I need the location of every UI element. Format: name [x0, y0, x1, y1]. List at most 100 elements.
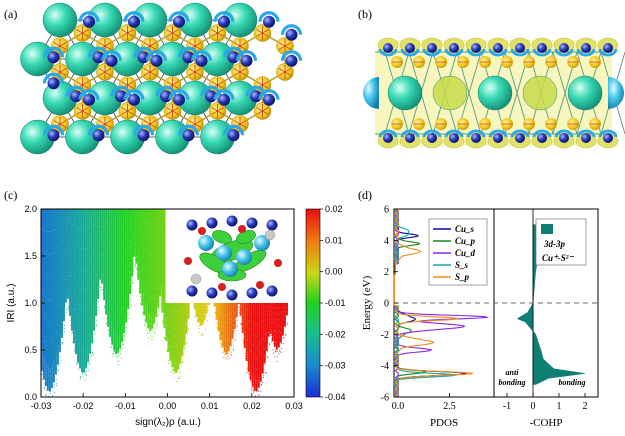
iri-point-band [46, 322, 50, 346]
iri-point-band [229, 303, 232, 309]
iri-point-band [159, 274, 162, 286]
iri-point-band [57, 286, 60, 307]
iri-point-band [103, 277, 106, 289]
iri-point-band [277, 341, 280, 348]
iri-point [174, 377, 176, 379]
iri-point-band [91, 276, 94, 294]
iri-point-band [153, 252, 156, 267]
iri-point-band [55, 291, 58, 313]
iri-point-band [223, 303, 226, 310]
iri-point [234, 340, 236, 342]
iri-point-band [159, 209, 162, 220]
iri-point-band [217, 317, 220, 321]
small-atom [405, 43, 415, 53]
iri-point-band [233, 309, 236, 313]
iri-point [64, 325, 66, 326]
iri-point-band [147, 253, 150, 269]
iri-point-band [247, 337, 250, 346]
small-atom [47, 77, 60, 90]
iri-point [224, 353, 226, 355]
iri-point-band [79, 288, 82, 309]
sulfur-mark [166, 29, 179, 37]
iri-point [285, 326, 287, 328]
iri-point-band [79, 209, 82, 229]
iri-point-band [229, 313, 232, 320]
iri-point-band [75, 299, 78, 318]
iri-point-band [83, 290, 86, 312]
iri-point-band [85, 348, 88, 369]
small-atom [581, 43, 591, 53]
iri-point-band [253, 357, 256, 369]
iri-point-band [203, 303, 206, 306]
iri-point-band [73, 259, 76, 277]
iri-point-band [263, 333, 266, 341]
iri-point-band [97, 209, 100, 221]
iri-point-band [121, 258, 124, 276]
iri-point-band [253, 313, 256, 325]
iri-point [120, 357, 122, 359]
iri-point-band [119, 313, 122, 332]
iri-point-band [151, 283, 154, 299]
iri-point-band [165, 336, 168, 342]
large-atom [522, 75, 558, 111]
iri-point [122, 343, 124, 345]
iri-point-band [125, 279, 128, 294]
iri-point [283, 337, 285, 339]
iri-point [239, 312, 240, 314]
iri-point [42, 370, 44, 372]
colorbar-tick-label: 0.01 [325, 235, 343, 245]
iri-point [173, 372, 175, 374]
small-atom [427, 133, 437, 143]
iri-point-band [227, 327, 230, 334]
iri-point-band [113, 244, 116, 263]
iri-point-band [89, 317, 92, 336]
iri-point-band [73, 326, 75, 344]
y-tick-label: 2.0 [24, 204, 37, 214]
iri-point [236, 319, 238, 321]
iri-point-band [153, 237, 156, 253]
iri-point-band [75, 317, 78, 336]
iri-point-band [93, 209, 96, 225]
iri-point-band [165, 317, 168, 323]
orbital-lobe [554, 48, 574, 57]
iri-point-band [63, 293, 66, 308]
iri-point-band [215, 305, 218, 308]
iri-point-band [283, 317, 286, 321]
iri-point-band [225, 328, 228, 336]
iri-point [178, 377, 180, 379]
cohp-tick-label: 1 [557, 401, 562, 412]
iri-point-band [143, 288, 146, 302]
iri-point-band [46, 299, 50, 323]
iri-point-band [107, 282, 110, 298]
sulfur-mark [188, 68, 202, 76]
colorbar-tick-label: -0.02 [325, 329, 346, 339]
iri-point-band [67, 287, 69, 299]
iri-point [103, 305, 105, 307]
iri-point-band [105, 222, 108, 236]
inset-red-atom [256, 281, 264, 289]
iri-point [250, 387, 252, 389]
iri-point [142, 315, 144, 317]
iri-point [285, 334, 287, 336]
iri-point [218, 337, 220, 339]
iri-point-band [113, 226, 116, 245]
iri-point [115, 356, 117, 358]
iri-point-band [91, 209, 94, 226]
iri-point-band [133, 226, 136, 233]
edge-atom-left [363, 77, 379, 109]
energy-tick-label: -6 [381, 393, 389, 404]
iri-point [202, 332, 204, 334]
iri-point-band [141, 293, 144, 306]
energy-axis-label: Energy (eV) [361, 275, 373, 330]
iri-point [204, 320, 206, 322]
iri-point [269, 344, 271, 346]
iri-point-band [227, 339, 230, 346]
iri-point-band [179, 318, 182, 326]
iri-point [122, 344, 124, 346]
iri-point-band [137, 226, 140, 236]
iri-point-band [181, 329, 184, 336]
iri-point-band [109, 288, 112, 305]
iri-point-band [177, 344, 180, 353]
iri-point-band [165, 331, 168, 337]
iri-point-band [221, 303, 224, 309]
